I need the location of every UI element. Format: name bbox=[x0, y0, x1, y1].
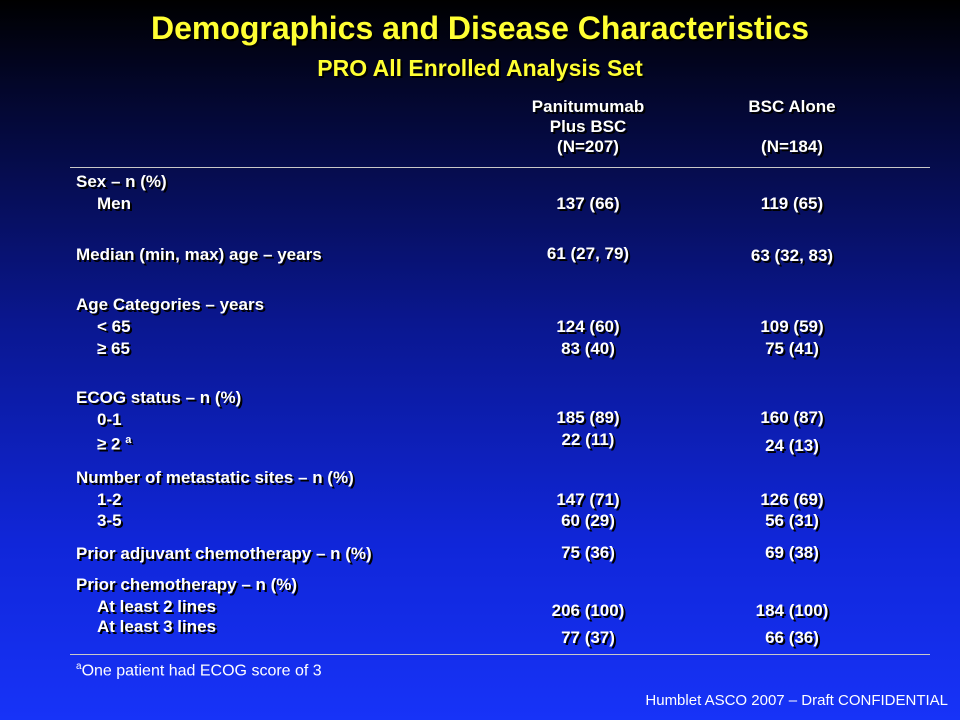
cell-meta-3-5-arm2: 56 (31) bbox=[765, 511, 819, 530]
footnote-marker: a bbox=[76, 661, 82, 672]
row-label-age-65-plus: ≥ 65 bbox=[97, 339, 130, 358]
row-label-adjuvant: Prior adjuvant chemotherapy – n (%) bbox=[76, 544, 372, 563]
header-divider bbox=[70, 167, 930, 168]
footnote-text: One patient had ECOG score of 3 bbox=[81, 662, 322, 680]
row-label-meta-1-2: 1-2 bbox=[97, 490, 122, 509]
cell-lines-3-arm1: 77 (37) bbox=[561, 628, 615, 647]
footnote: aOne patient had ECOG score of 3 bbox=[76, 661, 322, 680]
cell-ecog-2-plus-arm2: 24 (13) bbox=[765, 436, 819, 455]
row-label-metastatic-sites: Number of metastatic sites – n (%) bbox=[76, 468, 354, 487]
column-header-spacer bbox=[682, 117, 902, 137]
cell-age-under-65-arm1: 124 (60) bbox=[556, 317, 620, 336]
column-header-line: Panitumumab bbox=[531, 97, 645, 116]
column-header-n: (N=184) bbox=[761, 137, 823, 156]
confidential-credit: Humblet ASCO 2007 – Draft CONFIDENTIAL bbox=[645, 692, 948, 709]
row-label-men: Men bbox=[97, 194, 131, 213]
slide-title: Demographics and Disease Characteristics bbox=[150, 10, 810, 46]
cell-lines-2-arm2: 184 (100) bbox=[755, 601, 829, 620]
cell-age-under-65-arm2: 109 (59) bbox=[760, 317, 824, 336]
column-header-bsc: BSC Alone (N=184) bbox=[682, 97, 902, 157]
ecog-2-text: ≥ 2 bbox=[97, 434, 121, 454]
cell-meta-1-2-arm1: 147 (71) bbox=[556, 490, 620, 509]
row-label-lines-3: At least 3 lines bbox=[97, 617, 217, 636]
row-label-meta-3-5: 3-5 bbox=[97, 511, 122, 530]
cell-ecog-0-1-arm1: 185 (89) bbox=[556, 408, 620, 427]
table-bottom-rule bbox=[70, 654, 930, 655]
cell-adjuvant-arm2: 69 (38) bbox=[765, 543, 819, 562]
cell-age-65-plus-arm1: 83 (40) bbox=[561, 339, 615, 358]
row-label-lines-2: At least 2 lines bbox=[97, 597, 217, 616]
row-label-ecog-2-plus: ≥ 2 a bbox=[97, 429, 131, 456]
cell-ecog-2-plus-arm1: 22 (11) bbox=[561, 430, 615, 449]
row-label-median-age: Median (min, max) age – years bbox=[76, 245, 322, 264]
cell-age-65-plus-arm2: 75 (41) bbox=[765, 339, 819, 358]
cell-ecog-0-1-arm2: 160 (87) bbox=[760, 408, 824, 427]
cell-lines-2-arm1: 206 (100) bbox=[551, 601, 625, 620]
row-label-age-categories: Age Categories – years bbox=[76, 295, 265, 314]
cell-meta-1-2-arm2: 126 (69) bbox=[760, 490, 824, 509]
footnote-marker: a bbox=[125, 434, 132, 446]
column-header-n: (N=207) bbox=[557, 137, 619, 156]
row-label-prior-chemo: Prior chemotherapy – n (%) bbox=[76, 575, 298, 594]
cell-lines-3-arm2: 66 (36) bbox=[765, 628, 819, 647]
row-label-age-under-65: < 65 bbox=[97, 317, 131, 336]
cell-median-age-arm1: 61 (27, 79) bbox=[546, 244, 630, 263]
row-label-sex: Sex – n (%) bbox=[76, 172, 167, 191]
column-header-line: BSC Alone bbox=[748, 97, 836, 116]
cell-men-arm1: 137 (66) bbox=[556, 194, 620, 213]
cell-median-age-arm2: 63 (32, 83) bbox=[750, 246, 834, 265]
cell-adjuvant-arm1: 75 (36) bbox=[561, 543, 615, 562]
column-header-line: Plus BSC bbox=[549, 117, 627, 136]
row-label-ecog-0-1: 0-1 bbox=[97, 410, 122, 429]
row-label-ecog: ECOG status – n (%) bbox=[76, 388, 242, 407]
slide-subtitle: PRO All Enrolled Analysis Set bbox=[317, 55, 643, 81]
cell-meta-3-5-arm1: 60 (29) bbox=[561, 511, 615, 530]
cell-men-arm2: 119 (65) bbox=[760, 194, 824, 213]
column-header-panitumumab: Panitumumab Plus BSC (N=207) bbox=[478, 97, 698, 157]
